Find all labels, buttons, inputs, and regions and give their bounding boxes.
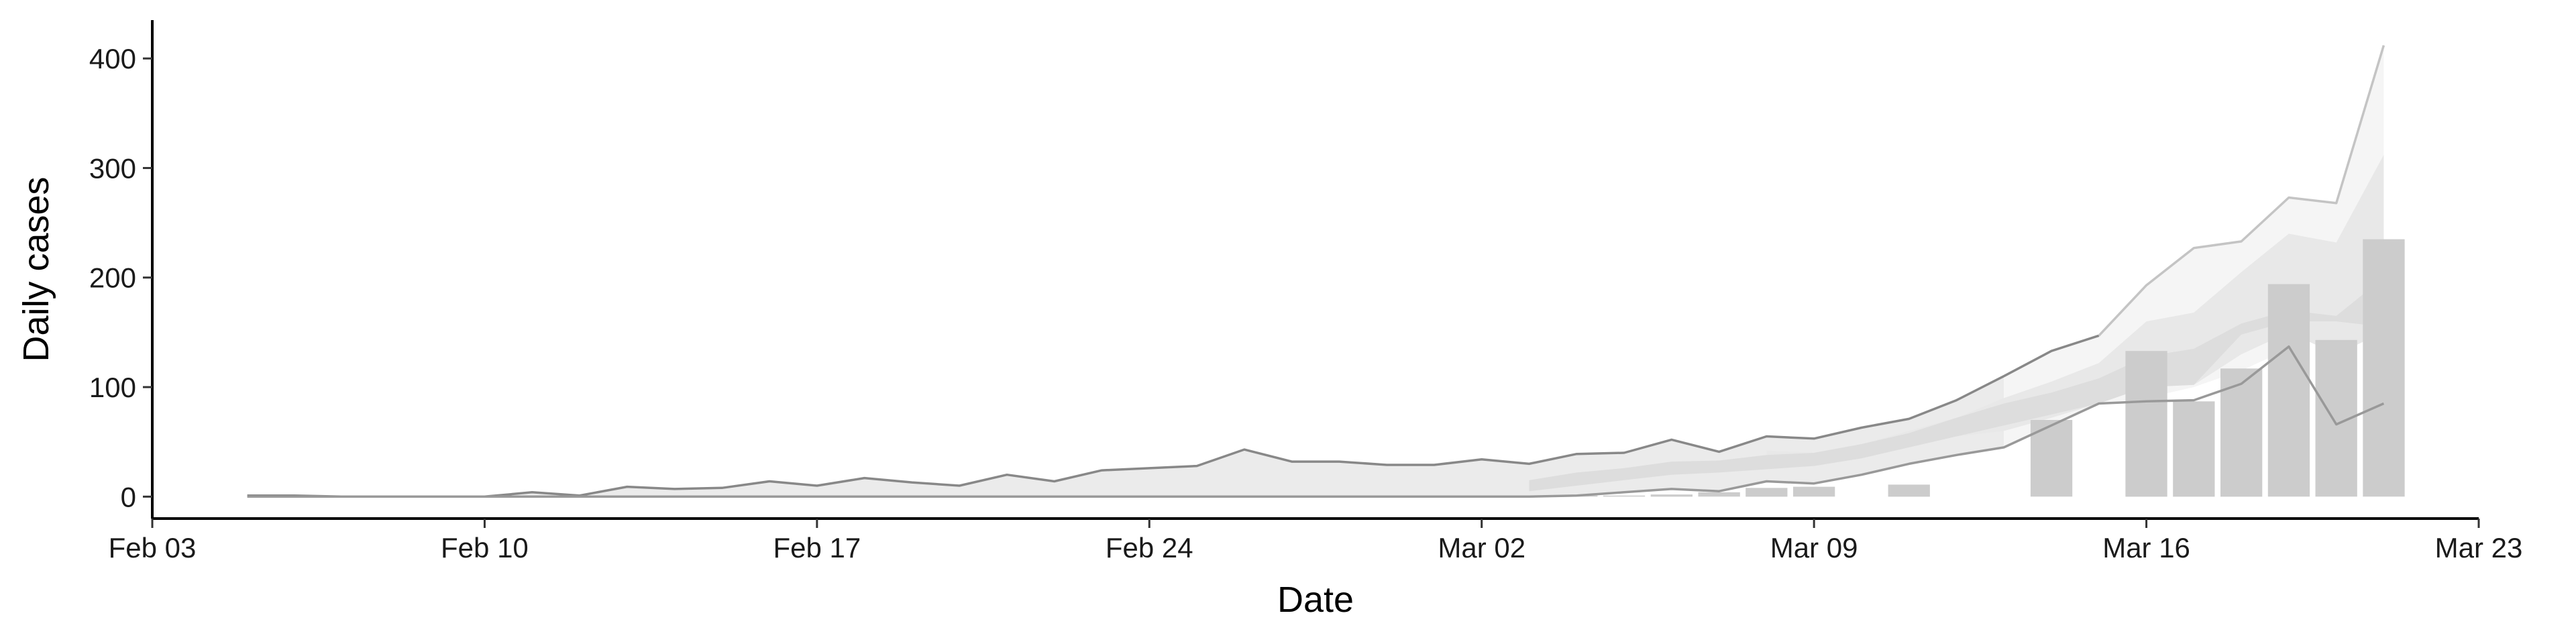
case-bar (1793, 486, 1835, 497)
x-tick-label: Feb 10 (441, 532, 529, 564)
x-tick-label: Mar 16 (2102, 532, 2190, 564)
y-tick-label: 0 (121, 481, 136, 513)
series-lines (247, 45, 2385, 498)
x-tick-label: Feb 03 (109, 532, 197, 564)
axes (151, 20, 2479, 520)
case-bar (1888, 484, 1930, 497)
case-bar (2173, 401, 2215, 497)
interval-band-1 (247, 376, 2004, 497)
interval-band-4 (1529, 277, 2384, 492)
x-tick-label: Feb 17 (773, 532, 861, 564)
case-bar (1698, 492, 1740, 497)
case-bar (2220, 368, 2263, 497)
case-bar (1746, 488, 1788, 497)
series-line-2 (247, 345, 2385, 498)
series-line-1 (247, 334, 2100, 498)
y-tick-label: 400 (89, 43, 136, 74)
case-bar (1603, 495, 1646, 497)
case-bars (1556, 239, 2405, 497)
case-bar (1650, 494, 1693, 497)
case-bar (2363, 239, 2405, 497)
case-bar (2125, 351, 2167, 497)
y-axis-title: Daily cases (16, 176, 56, 362)
y-tick-label: 200 (89, 262, 136, 294)
x-axis-title: Date (1277, 580, 1354, 620)
y-tick-label: 300 (89, 152, 136, 184)
x-tick-label: Mar 02 (1438, 532, 1525, 564)
x-tick-label: Mar 09 (1770, 532, 1858, 564)
y-tick-label: 100 (89, 372, 136, 403)
case-bar (2267, 284, 2310, 497)
series-line-3 (2098, 45, 2385, 337)
x-ticks: Feb 03 Feb 10 Feb 17 Feb 24 Mar 02 Mar 09 Mar … (109, 519, 2523, 564)
x-tick-label: Mar 23 (2435, 532, 2523, 564)
x-tick-label: Feb 24 (1106, 532, 1193, 564)
y-ticks: 0 100 200 300 400 (89, 43, 152, 513)
